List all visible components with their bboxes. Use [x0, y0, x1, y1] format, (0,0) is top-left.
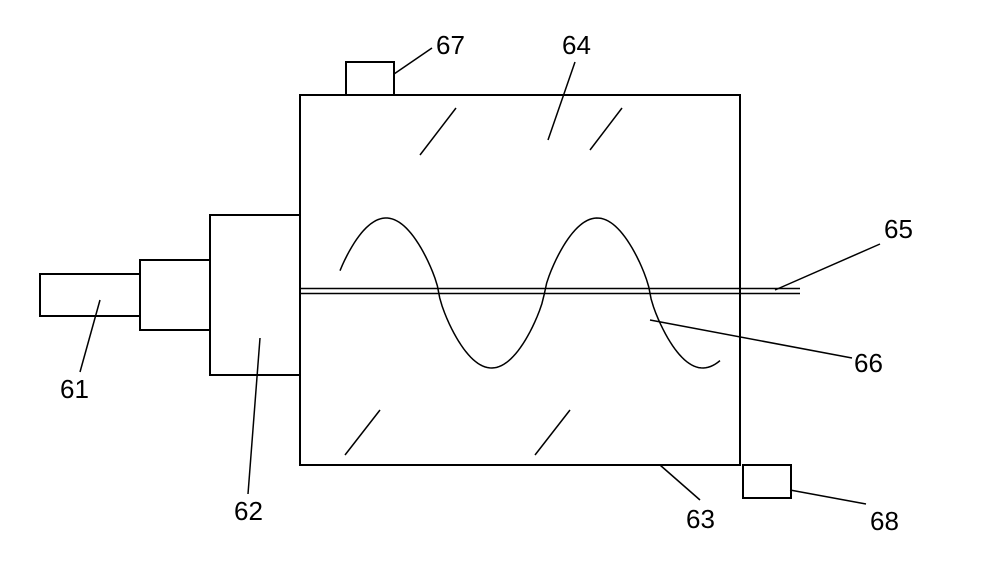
label-61: 61 — [60, 374, 89, 404]
hatch-2 — [345, 410, 380, 455]
label-65: 65 — [884, 214, 913, 244]
block-left — [40, 274, 140, 316]
leader-61 — [80, 300, 100, 372]
top-port — [346, 62, 394, 95]
label-67: 67 — [436, 30, 465, 60]
leader-68 — [790, 490, 866, 504]
leader-65 — [775, 244, 880, 290]
block-mid — [140, 260, 210, 330]
leader-67 — [394, 48, 432, 74]
leader-63 — [660, 465, 700, 500]
leader-64 — [548, 62, 575, 140]
label-62: 62 — [234, 496, 263, 526]
block-large — [210, 215, 300, 375]
hatch-1 — [590, 108, 622, 150]
label-64: 64 — [562, 30, 591, 60]
leader-66 — [650, 320, 852, 358]
leader-62 — [248, 338, 260, 494]
main-body — [300, 95, 740, 465]
label-66: 66 — [854, 348, 883, 378]
label-68: 68 — [870, 506, 899, 536]
label-63: 63 — [686, 504, 715, 534]
engineering-diagram: 61 62 63 64 65 66 67 68 — [0, 0, 1000, 567]
hatch-3 — [535, 410, 570, 455]
hatch-0 — [420, 108, 456, 155]
bottom-port — [743, 465, 791, 498]
